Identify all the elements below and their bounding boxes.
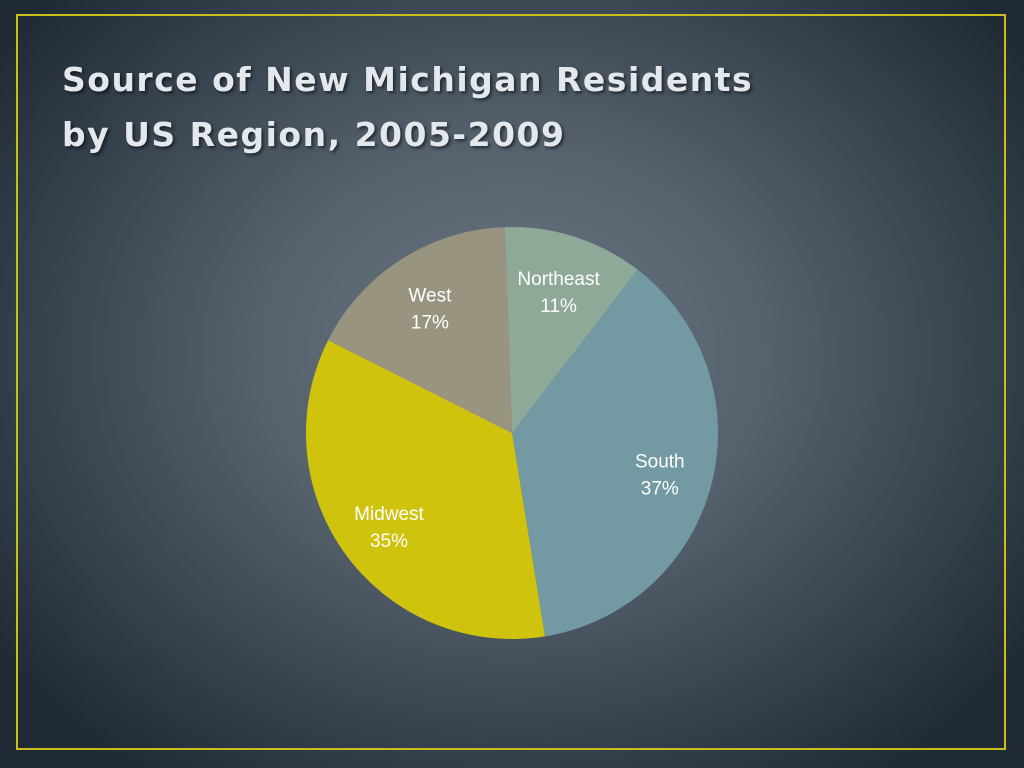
slice-value-midwest: 35% (370, 531, 408, 552)
pie-slice-south (512, 269, 718, 637)
slice-label-south: South (635, 451, 685, 472)
slice-label-midwest: Midwest (354, 504, 424, 525)
title-line-1: Source of New Michigan Residents (62, 60, 754, 99)
slide-border (16, 14, 1006, 750)
pie-slice-northeast (504, 227, 638, 433)
slice-label-west: West (408, 286, 452, 307)
slice-value-west: 17% (411, 313, 449, 334)
slice-value-northeast: 11% (540, 296, 577, 317)
title-line-2: by US Region, 2005-2009 (62, 115, 566, 154)
pie-slice-midwest (306, 340, 545, 640)
slide-title: Source of New Michigan Residents by US R… (62, 52, 753, 162)
slice-label-northeast: Northeast (517, 269, 600, 290)
pie-slice-west (328, 227, 512, 433)
slice-value-south: 37% (641, 478, 679, 499)
